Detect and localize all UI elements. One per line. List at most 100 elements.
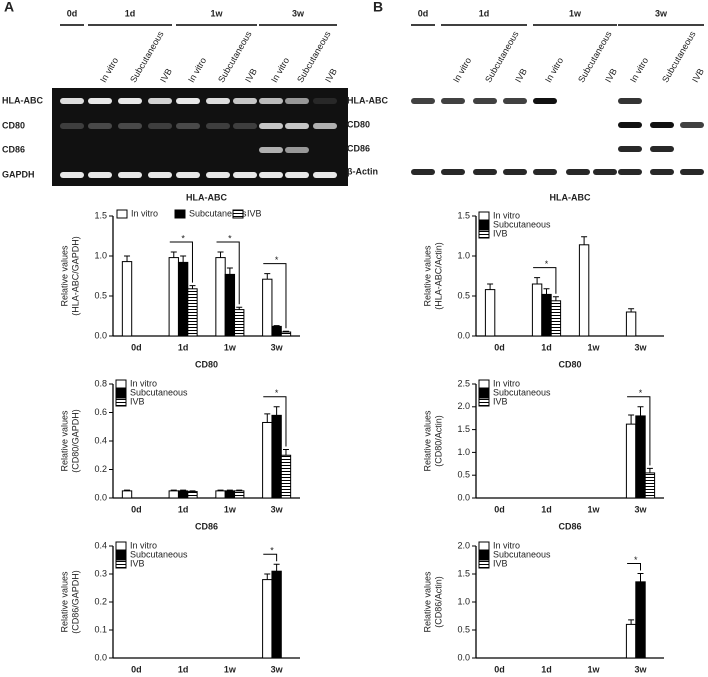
legend-label: IVB — [130, 396, 145, 406]
error-bar — [170, 489, 177, 491]
y-tick-label: 1.5 — [94, 210, 107, 220]
error-bar — [180, 255, 187, 263]
gel-band — [148, 98, 172, 104]
lane-label: IVB — [513, 67, 529, 85]
y-axis-label: Relative values — [422, 245, 432, 307]
gel-band — [233, 123, 257, 129]
gel-band — [118, 172, 142, 178]
y-tick-label: 0.0 — [94, 330, 107, 340]
legend-label: IVB — [247, 208, 262, 218]
panel-label: B — [373, 0, 383, 15]
gel-band — [259, 98, 283, 104]
y-tick-label: 0.2 — [94, 464, 107, 474]
panel-label: A — [4, 0, 14, 15]
y-axis-label: (HLA-ABC/Actin) — [433, 242, 443, 310]
gel-band — [313, 172, 337, 178]
legend-label: In vitro — [493, 210, 520, 220]
significance-label: * — [275, 388, 279, 398]
y-tick-label: 1.5 — [457, 424, 470, 434]
x-tick-label: 0d — [131, 664, 142, 674]
error-bar — [217, 489, 224, 491]
chart-title: CD80 — [558, 359, 581, 369]
error-bar — [628, 414, 635, 425]
y-tick-label: 1.0 — [94, 250, 107, 260]
bar — [121, 490, 133, 499]
legend-label: Subcutaneous — [493, 549, 551, 559]
row-label: HLA-ABC — [2, 95, 43, 105]
legend-label: In vitro — [130, 378, 157, 388]
gel-band — [411, 98, 435, 104]
error-bar — [273, 325, 280, 327]
y-tick-label: 0.4 — [94, 540, 107, 550]
x-tick-label: 3w — [271, 664, 284, 674]
gel-band — [618, 146, 642, 152]
bar — [625, 423, 637, 499]
x-tick-label: 1d — [178, 664, 189, 674]
gel-band — [473, 169, 497, 175]
significance-label: * — [270, 546, 274, 556]
y-tick-label: 0.5 — [457, 290, 470, 300]
gel-band — [176, 123, 200, 129]
significance-bracket — [216, 241, 240, 305]
lane-label: IVB — [323, 67, 339, 85]
error-bar — [552, 296, 559, 301]
gel-band — [206, 123, 230, 129]
significance-bracket — [169, 241, 193, 283]
gel-band — [176, 98, 200, 104]
x-tick-label: 0d — [494, 504, 505, 514]
significance-bracket — [263, 553, 278, 562]
x-tick-label: 1w — [224, 664, 237, 674]
gel-band — [118, 98, 142, 104]
legend-label: Subcutaneous — [189, 208, 247, 218]
gel-band — [533, 169, 557, 175]
bar — [262, 579, 273, 659]
gel-band — [60, 172, 84, 178]
y-tick-label: 1.0 — [457, 596, 470, 606]
error-bar — [581, 236, 588, 245]
lane-label: In vitro — [186, 56, 208, 84]
bar — [121, 261, 133, 337]
error-bar — [273, 406, 280, 416]
timepoint-label: 1w — [210, 8, 223, 18]
legend-swatch — [478, 559, 490, 569]
error-bar — [170, 251, 177, 258]
y-tick-label: 0.8 — [94, 378, 107, 388]
gel-band — [285, 123, 309, 129]
error-bar — [236, 489, 243, 491]
y-tick-label: 0.0 — [457, 330, 470, 340]
legend-label: IVB — [493, 228, 508, 238]
gel-band — [680, 169, 704, 175]
chart-title: HLA-ABC — [186, 192, 227, 202]
legend-swatch — [116, 209, 128, 219]
lane-label: In vitro — [543, 56, 565, 84]
error-bar — [226, 267, 233, 275]
gel-band — [206, 98, 230, 104]
bar — [262, 278, 273, 337]
gel-band — [313, 98, 337, 104]
x-tick-label: 1w — [224, 342, 237, 352]
legend-label: In vitro — [493, 540, 520, 550]
bar — [484, 289, 496, 337]
legend-label: Subcutaneous — [493, 219, 551, 229]
row-label: CD86 — [2, 144, 25, 154]
significance-label: * — [275, 255, 279, 265]
error-bar — [124, 489, 131, 491]
y-tick-label: 1.5 — [457, 210, 470, 220]
error-bar — [543, 288, 550, 295]
significance-bracket — [627, 562, 641, 571]
legend-label: Subcutaneous — [493, 387, 551, 397]
bar — [224, 273, 236, 337]
y-axis-label: Relative values — [59, 410, 69, 472]
lane-label: In vitro — [98, 56, 120, 84]
bar — [187, 491, 198, 499]
legend-swatch — [478, 211, 490, 221]
error-bar — [628, 308, 635, 312]
gel-band — [148, 172, 172, 178]
bar — [271, 414, 282, 499]
bar — [262, 421, 273, 499]
row-label: GAPDH — [2, 169, 35, 179]
error-bar — [226, 489, 233, 491]
legend-label: IVB — [493, 396, 508, 406]
legend-swatch — [478, 388, 490, 398]
